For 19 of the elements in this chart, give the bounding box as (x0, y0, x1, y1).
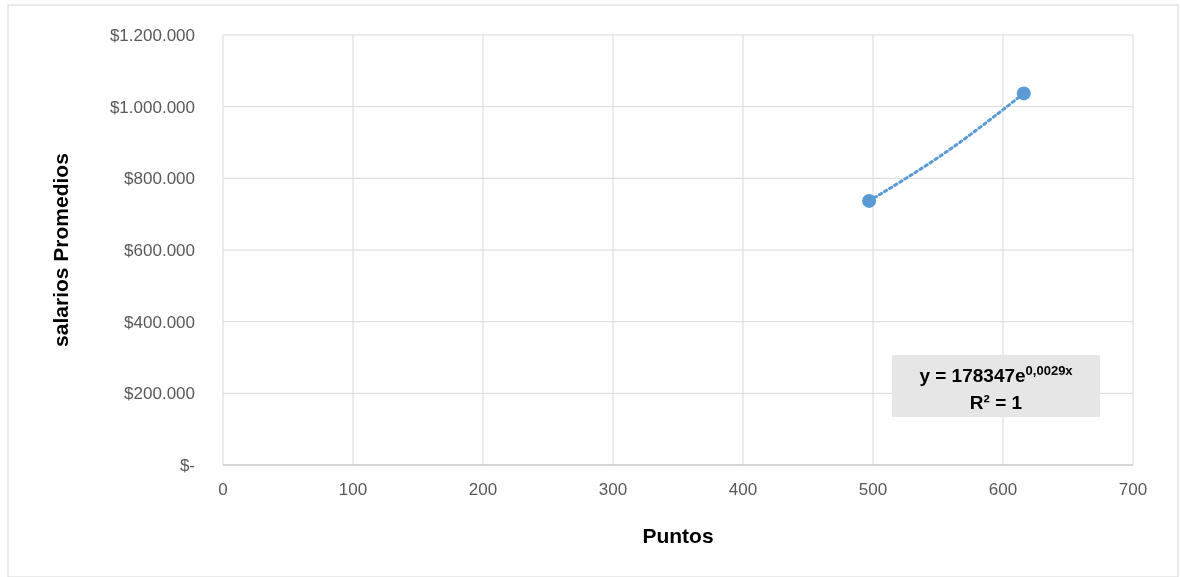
x-axis-title: Puntos (642, 524, 714, 547)
y-tick-label: $400.000 (124, 312, 195, 332)
annotation: R² = 1 (969, 392, 1023, 413)
y-tick-label: $200.000 (124, 384, 195, 404)
x-tick-label: 0 (218, 480, 228, 499)
y-tick-label: $- (179, 456, 195, 475)
y-tick-label: $1.000.000 (109, 97, 195, 117)
x-tick-label: 600 (988, 480, 1018, 499)
x-tick-label: 100 (338, 480, 368, 499)
x-tick-label: 300 (598, 480, 628, 499)
y-tick-label: $600.000 (124, 241, 195, 260)
annotation: y = 178347e$^{0,0029x}$ (919, 362, 1074, 386)
x-tick-label: 500 (858, 480, 888, 499)
x-tick-label: 700 (1118, 480, 1148, 499)
x-tick-label: 400 (728, 480, 758, 499)
x-tick-label: 200 (468, 480, 498, 499)
y-tick-label: $1.200.000 (109, 26, 195, 45)
y-tick-label: $800.000 (124, 169, 195, 189)
y-axis-title: salarios Promedios (49, 153, 72, 347)
